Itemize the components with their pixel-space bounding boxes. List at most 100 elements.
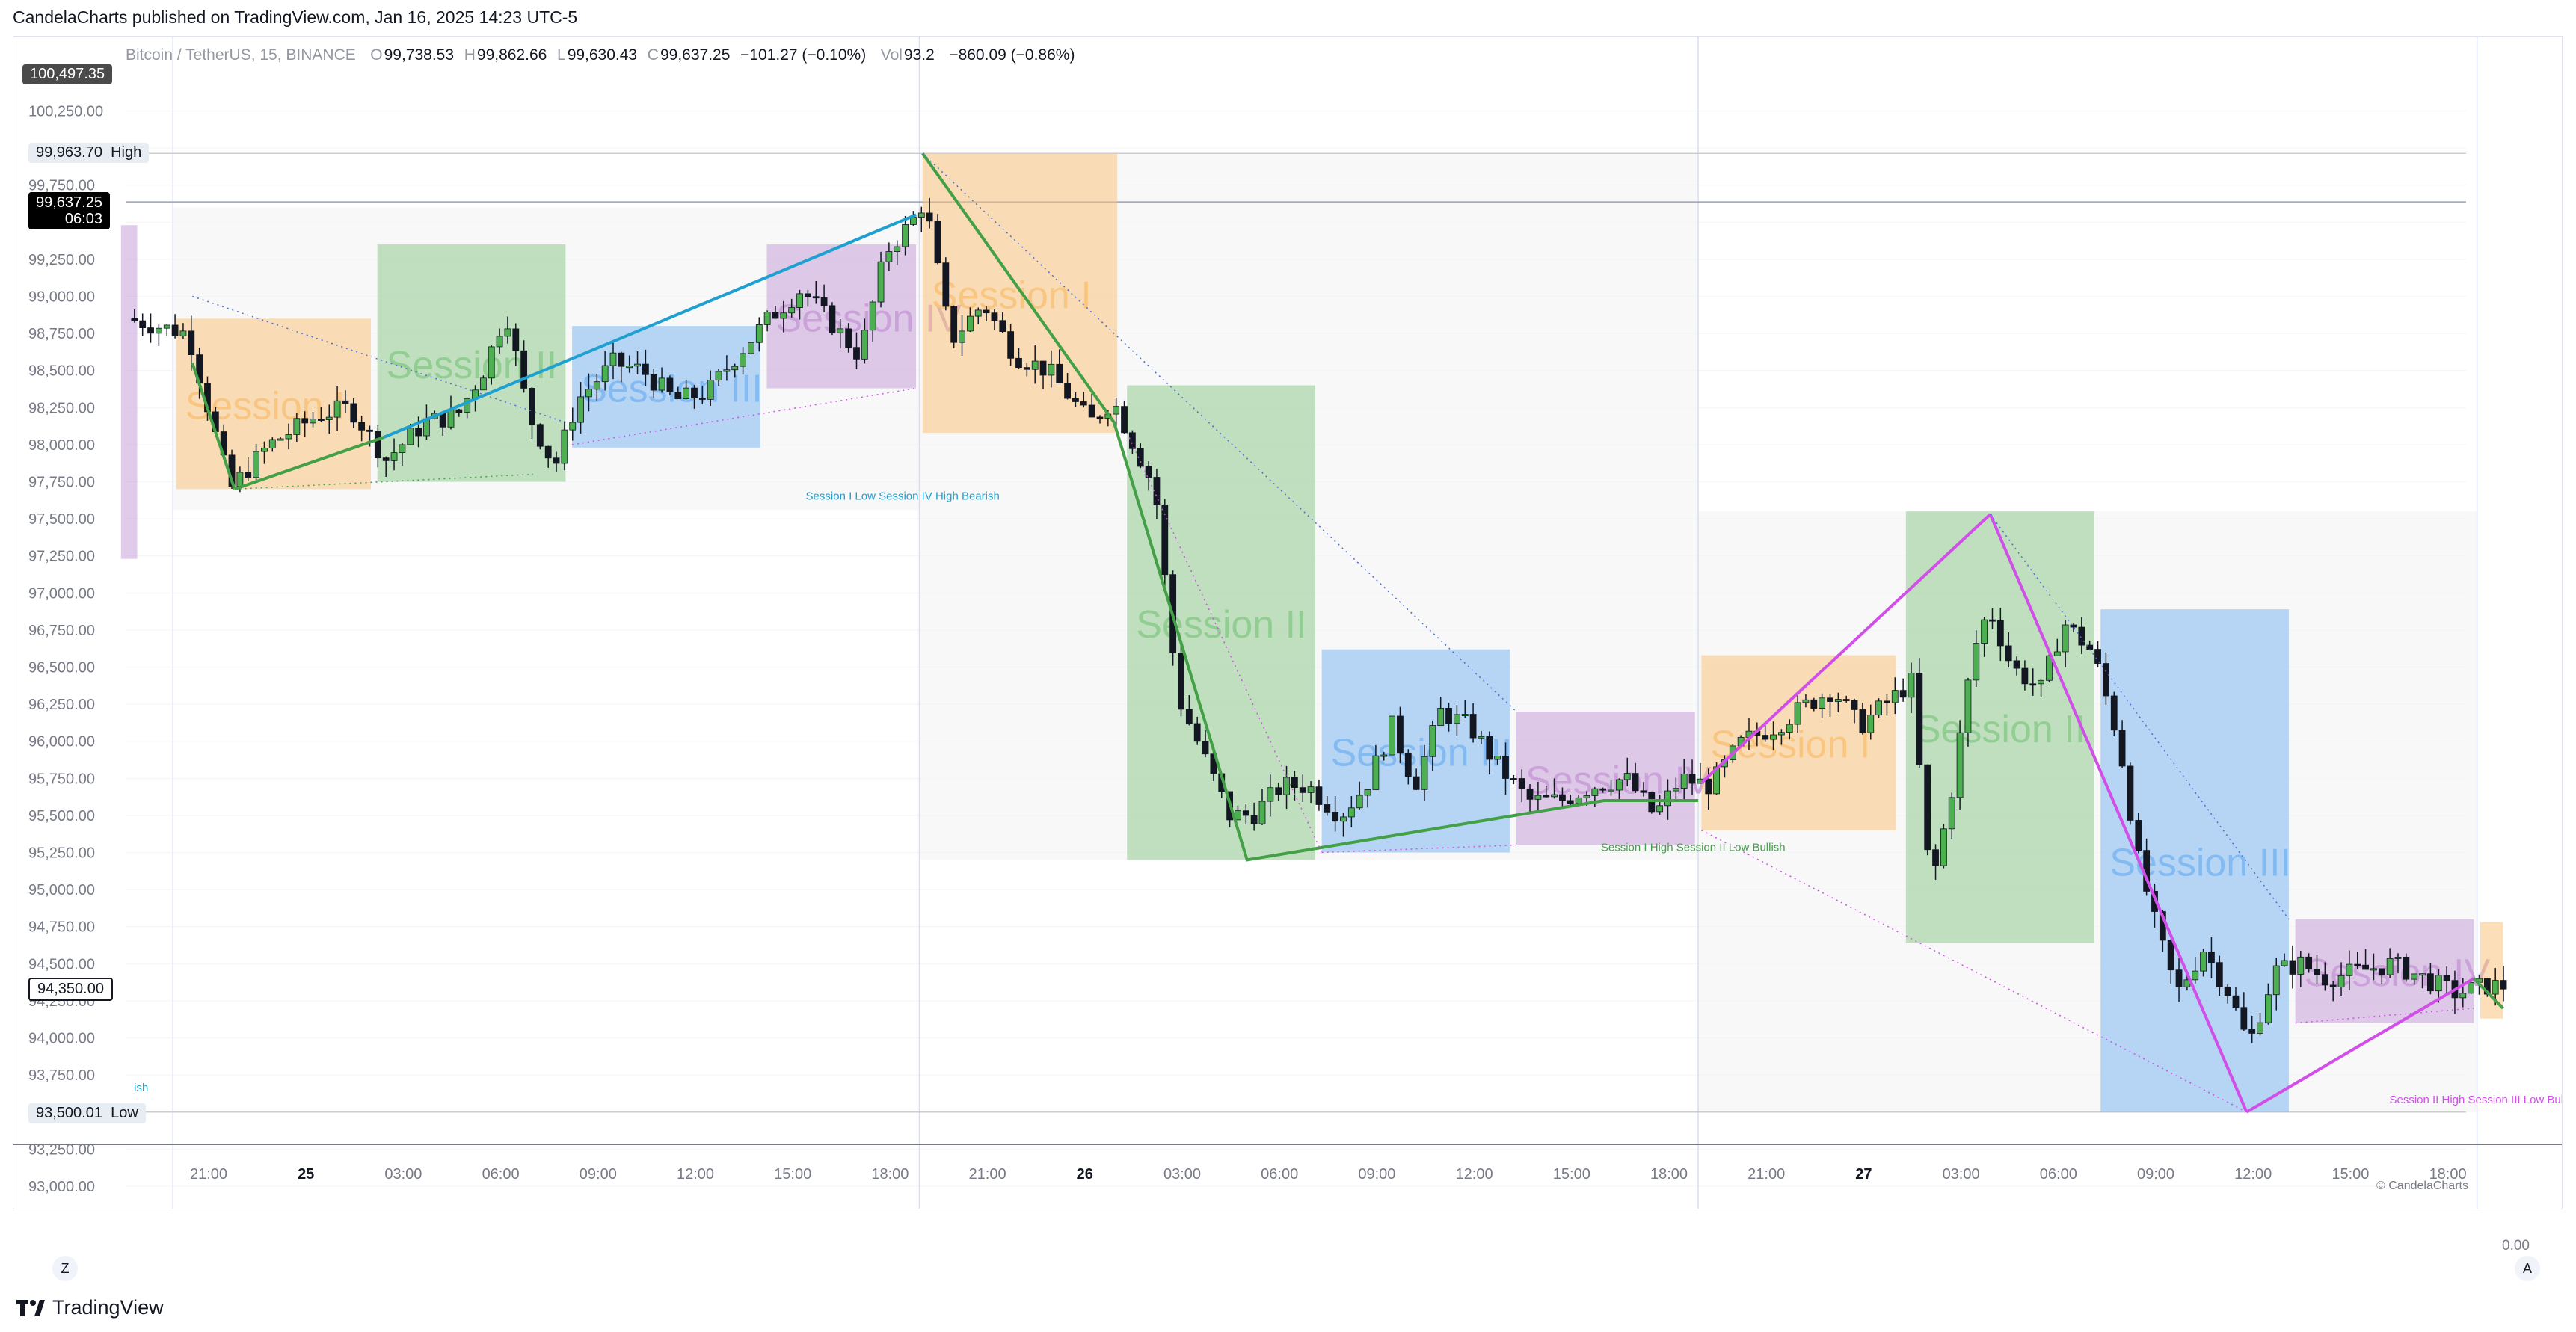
y-tick-label: 100,250.00 <box>28 104 103 120</box>
high-value: 99,862.66 <box>476 46 547 64</box>
x-tick-label: 15:00 <box>2331 1166 2369 1183</box>
candle-body <box>399 444 406 454</box>
candle-body <box>1867 715 1875 733</box>
candle-body <box>1153 477 1161 505</box>
candle-body <box>1543 795 1550 798</box>
candle-body <box>2062 624 2069 653</box>
current-price-tag: 99,637.25 06:03 <box>28 192 110 229</box>
candle-body <box>1908 672 1915 698</box>
dotted-connector <box>571 387 917 445</box>
candle-body <box>950 306 958 343</box>
candle-body <box>917 212 925 218</box>
annotation-label: Session I Low Session IV High Bearish <box>806 490 1000 502</box>
candle-body <box>748 342 754 354</box>
candle-body <box>131 318 138 321</box>
candle-body <box>2354 963 2361 966</box>
candle-body <box>1851 700 1858 710</box>
candle-body <box>310 419 316 424</box>
session-label: Session II <box>1915 708 2085 751</box>
y-tick-label: 98,750.00 <box>28 326 95 342</box>
dotted-connector <box>1321 844 1517 854</box>
candle-body <box>301 418 309 424</box>
candle-body <box>2175 969 2183 987</box>
candle-body <box>1048 363 1055 376</box>
candle-body <box>1453 714 1460 724</box>
candle-body <box>698 398 706 400</box>
candle-body <box>707 380 714 400</box>
chart-area[interactable]: 100,250.00100,000.0099,750.0099,500.0099… <box>13 36 2563 1209</box>
candle-body <box>2257 1022 2263 1034</box>
candle-body <box>2403 956 2410 980</box>
candle-body <box>2224 986 2231 996</box>
candle-body <box>464 398 471 413</box>
session-trend-line <box>1988 514 2248 1113</box>
candle-body <box>1064 383 1071 399</box>
candle-body <box>1031 360 1039 370</box>
y-tick-label: 94,000.00 <box>28 1031 95 1047</box>
tradingview-logo[interactable]: TradingView <box>16 1296 164 1319</box>
candle-body <box>2248 1029 2256 1034</box>
auto-scale-button[interactable]: A <box>2515 1256 2540 1281</box>
candle-body <box>1356 795 1363 809</box>
candle-body <box>691 387 698 398</box>
candle-body <box>1469 714 1477 739</box>
candle-body <box>1023 367 1030 370</box>
candle-body <box>820 297 828 306</box>
candle-body <box>1372 755 1380 790</box>
candle-body <box>1583 795 1590 798</box>
candle-body <box>650 374 657 391</box>
reference-price-tag: 94,350.00 <box>28 978 113 1001</box>
candle-body <box>755 324 763 343</box>
candle-body <box>1347 807 1355 818</box>
annotation-label: ish <box>134 1082 148 1094</box>
candle-body <box>772 312 779 319</box>
candle-body <box>293 418 301 435</box>
candle-body <box>171 324 179 336</box>
timezone-button[interactable]: Z <box>52 1256 78 1281</box>
candle-body <box>593 381 600 390</box>
x-tick-label: 18:00 <box>2429 1166 2467 1183</box>
candle-body <box>869 301 876 331</box>
session-trend-line <box>1700 513 1992 784</box>
price-zero-label: 0.00 <box>2502 1238 2530 1254</box>
candle-body <box>236 472 244 487</box>
candle-body <box>342 400 349 404</box>
candle-body <box>447 409 455 428</box>
candle-body <box>2386 958 2394 975</box>
candle-body <box>1445 708 1452 724</box>
candle-body <box>2013 660 2020 669</box>
candle-body <box>2070 624 2077 628</box>
x-tick-label: 12:00 <box>2234 1166 2272 1183</box>
candle-body <box>2021 667 2029 685</box>
candle-body <box>415 428 422 437</box>
candle-body <box>2216 962 2223 987</box>
y-tick-label: 94,750.00 <box>28 919 95 936</box>
x-tick-label: 12:00 <box>1456 1166 1493 1183</box>
candle-body <box>1478 736 1485 739</box>
candle-body <box>1307 786 1315 793</box>
candle-body <box>877 261 885 303</box>
candle-body <box>885 251 893 262</box>
candle-body <box>731 366 739 371</box>
y-tick-label: 99,000.00 <box>28 289 95 306</box>
candle-body <box>1267 787 1274 802</box>
candle-body <box>1981 619 1988 644</box>
symbol-name[interactable]: Bitcoin / TetherUS, 15, BINANCE <box>126 46 356 64</box>
session-trend-line <box>234 436 385 491</box>
open-label: O <box>370 46 383 64</box>
candlestick-chart[interactable]: 100,250.00100,000.0099,750.0099,500.0099… <box>13 37 2562 1209</box>
x-tick-label: 09:00 <box>580 1166 617 1183</box>
candle-body <box>642 363 649 375</box>
candle-body <box>1015 357 1022 369</box>
y-tick-label: 98,000.00 <box>28 437 95 454</box>
tradingview-logo-icon <box>16 1299 45 1316</box>
candle-body <box>1794 702 1801 725</box>
candle-body <box>2110 695 2118 731</box>
candle-body <box>2378 968 2385 975</box>
candle-body <box>188 330 195 356</box>
change-value: −101.27 (−0.10%) <box>740 46 867 64</box>
candle-body <box>1786 724 1793 733</box>
y-tick-label: 95,500.00 <box>28 808 95 824</box>
candle-body <box>2029 683 2037 686</box>
candle-body <box>674 392 682 400</box>
